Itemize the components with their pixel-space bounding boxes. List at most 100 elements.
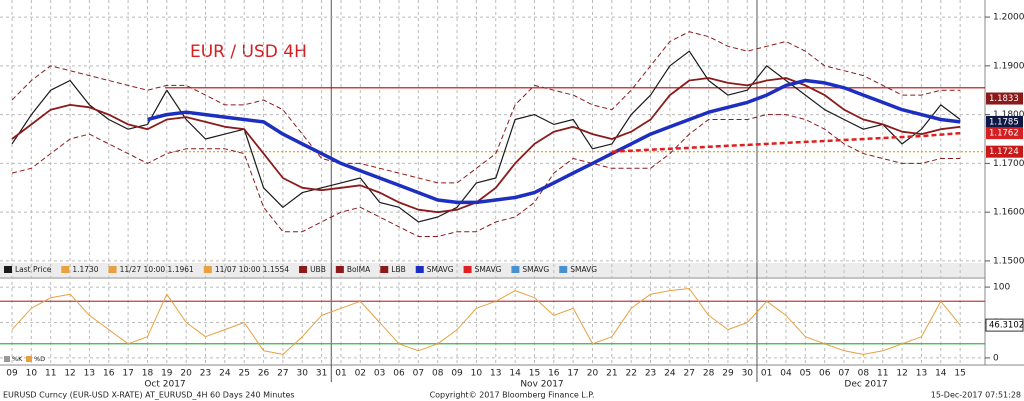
price-label: 1.1762 [989, 129, 1019, 139]
x-tick-label: 19 [161, 369, 173, 379]
x-tick-label: 07 [838, 369, 849, 379]
legend-label: SMAVG [475, 265, 502, 274]
x-tick-label: 12 [896, 369, 907, 379]
footer-center: Copyright© 2017 Bloomberg Finance L.P. [430, 391, 595, 400]
price-label-box [985, 318, 1024, 332]
legend-swatch [299, 266, 308, 273]
x-tick-label: 22 [625, 369, 636, 379]
legend-label: SMAVG [522, 265, 549, 274]
legend-label: LBB [391, 265, 405, 274]
x-tick-label: 10 [26, 369, 38, 379]
x-tick-label: 04 [780, 369, 792, 379]
x-tick-label: 15 [529, 369, 540, 379]
y-tick-label: 1.1900 [993, 61, 1024, 71]
x-tick-label: 08 [432, 369, 444, 379]
price-label-box [986, 127, 1023, 140]
legend-swatch [335, 266, 344, 273]
y-tick-label: 1.1800 [993, 110, 1024, 120]
legend-label: UBB [310, 265, 326, 274]
x-tick-label: 21 [606, 369, 617, 379]
x-tick-label: 13 [490, 369, 501, 379]
x-tick-label: 23 [200, 369, 211, 379]
x-tick-label: 17 [122, 369, 133, 379]
x-tick-label: 14 [935, 369, 947, 379]
legend-swatch [108, 266, 117, 273]
x-tick-label: 16 [103, 369, 115, 379]
series-line [11, 77, 961, 214]
legend-swatch [511, 266, 520, 273]
x-tick-label: 27 [684, 369, 695, 379]
x-tick-label: 24 [219, 369, 231, 379]
y-tick-label: 1.1700 [993, 159, 1024, 169]
x-tick-label: 06 [819, 369, 831, 379]
series-line [11, 114, 961, 237]
price-label-box [986, 115, 1023, 128]
x-tick-label: 06 [393, 369, 405, 379]
legend-swatch [559, 266, 568, 273]
price-label-box [986, 92, 1023, 105]
x-tick-label: 30 [742, 369, 754, 379]
x-tick-label: 11 [877, 369, 888, 379]
legend-swatch [26, 356, 32, 362]
month-label: Oct 2017 [144, 380, 185, 390]
legend-swatch [61, 266, 70, 273]
y-tick-label: 1.1500 [993, 256, 1024, 266]
x-tick-label: 17 [567, 369, 578, 379]
y-tick-label: 1.2000 [993, 13, 1024, 23]
price-label: 46.3102 [989, 321, 1024, 331]
legend-swatch [380, 266, 389, 273]
series-line [147, 78, 961, 205]
x-tick-label: 10 [471, 369, 483, 379]
legend-swatch [4, 356, 10, 362]
legend-label: SMAVG [427, 265, 454, 274]
x-tick-label: 20 [587, 369, 599, 379]
y-tick-label: 100 [993, 283, 1010, 293]
price-label-box [986, 145, 1023, 158]
series-line [611, 131, 961, 153]
series-line [11, 31, 961, 184]
x-tick-label: 30 [297, 369, 309, 379]
x-tick-label: 27 [277, 369, 288, 379]
legend-label: 11/27 10:00 1.1961 [120, 265, 194, 274]
x-tick-label: 18 [142, 369, 154, 379]
footer-right: 15-Dec-2017 07:51:28 [931, 391, 1021, 400]
x-tick-label: 13 [916, 369, 927, 379]
legend-swatch [203, 266, 212, 273]
month-label: Dec 2017 [844, 380, 887, 390]
x-tick-label: 25 [238, 369, 249, 379]
x-tick-label: 15 [954, 369, 965, 379]
chart-title: EUR / USD 4H [190, 42, 307, 62]
x-tick-label: 26 [258, 369, 270, 379]
series-line [11, 50, 961, 223]
footer-left: EURUSD Curncy (EUR-USD X-RATE) AT_EURUSD… [3, 391, 295, 400]
x-tick-label: 09 [451, 369, 463, 379]
legend-label: %K [12, 355, 23, 363]
x-tick-label: 01 [335, 369, 346, 379]
x-tick-label: 09 [6, 369, 18, 379]
y-tick-label: 0 [993, 353, 999, 363]
x-tick-label: 23 [645, 369, 656, 379]
x-tick-label: 13 [84, 369, 95, 379]
x-tick-label: 20 [180, 369, 192, 379]
x-tick-label: 29 [722, 369, 734, 379]
x-tick-label: 03 [374, 369, 385, 379]
x-tick-label: 24 [664, 369, 676, 379]
price-label: 1.1833 [989, 94, 1019, 104]
price-label: 1.1785 [989, 117, 1019, 127]
x-tick-label: 16 [548, 369, 560, 379]
series-line [11, 288, 961, 355]
x-tick-label: 01 [761, 369, 772, 379]
price-label: 1.1724 [989, 147, 1019, 157]
x-tick-label: 28 [703, 369, 715, 379]
legend-swatch [463, 266, 472, 273]
legend-strip [0, 263, 985, 277]
x-tick-label: 12 [64, 369, 75, 379]
x-tick-label: 02 [355, 369, 366, 379]
legend-swatch [4, 266, 12, 273]
x-tick-label: 11 [45, 369, 56, 379]
legend-label: 11/07 10:00 1.1554 [215, 265, 289, 274]
x-tick-label: 31 [316, 369, 327, 379]
legend-swatch [415, 266, 424, 273]
